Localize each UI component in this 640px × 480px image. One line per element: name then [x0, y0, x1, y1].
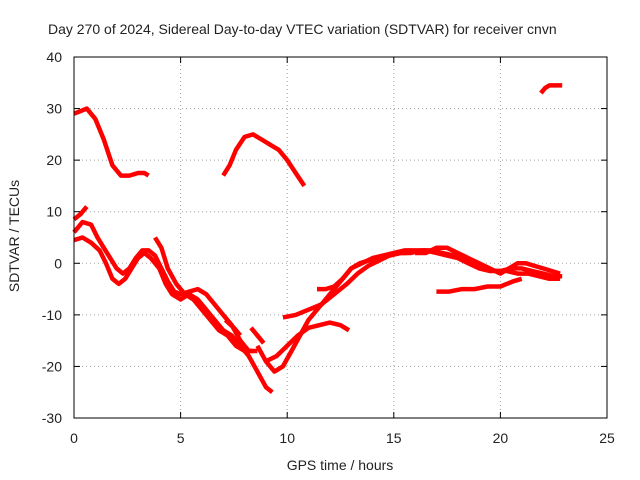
series-line-track-14: [415, 245, 561, 276]
series-line-track-3: [539, 83, 563, 95]
y-tick-label: 20: [46, 152, 62, 168]
x-tick-label: 15: [386, 430, 402, 446]
y-tick-label: 30: [46, 101, 62, 117]
series-line-track-11: [264, 320, 351, 364]
y-tick-label: -30: [42, 410, 62, 426]
x-tick-label: 5: [177, 430, 185, 446]
series-line-track-8: [223, 318, 243, 337]
x-axis-label: GPS time / hours: [287, 457, 394, 473]
x-tick-label: 10: [279, 430, 295, 446]
grid: [74, 57, 607, 418]
series-line-track-12: [282, 248, 561, 320]
series-line-track-15: [436, 276, 523, 294]
y-tick-label: 40: [46, 49, 62, 65]
series-line-track-6: [72, 219, 258, 354]
x-tick-label: 25: [599, 430, 615, 446]
x-tick-label: 0: [70, 430, 78, 446]
y-axis-label: SDTVAR / TECUs: [6, 180, 22, 292]
data-series-group: [72, 83, 563, 394]
plot-frame: [73, 56, 608, 419]
series-line-track-4: [72, 205, 89, 222]
series-line-track-7: [153, 236, 254, 354]
y-axis: -30 -20 -10 0 10 20 30 40: [42, 49, 607, 426]
x-tick-label: 20: [493, 430, 509, 446]
series-line-track-2: [221, 132, 307, 188]
y-tick-label: -10: [42, 307, 62, 323]
y-tick-label: -20: [42, 358, 62, 374]
y-tick-label: 0: [54, 255, 62, 271]
series-line-track-13: [317, 250, 407, 292]
series-line-track-9: [249, 326, 266, 345]
x-axis: 0 5 10 15 20 25: [70, 57, 615, 446]
chart-title: Day 270 of 2024, Sidereal Day-to-day VTE…: [48, 21, 557, 37]
y-tick-label: 10: [46, 204, 62, 220]
series-line-track-1: [73, 106, 150, 178]
series-line-track-5: [73, 235, 274, 394]
